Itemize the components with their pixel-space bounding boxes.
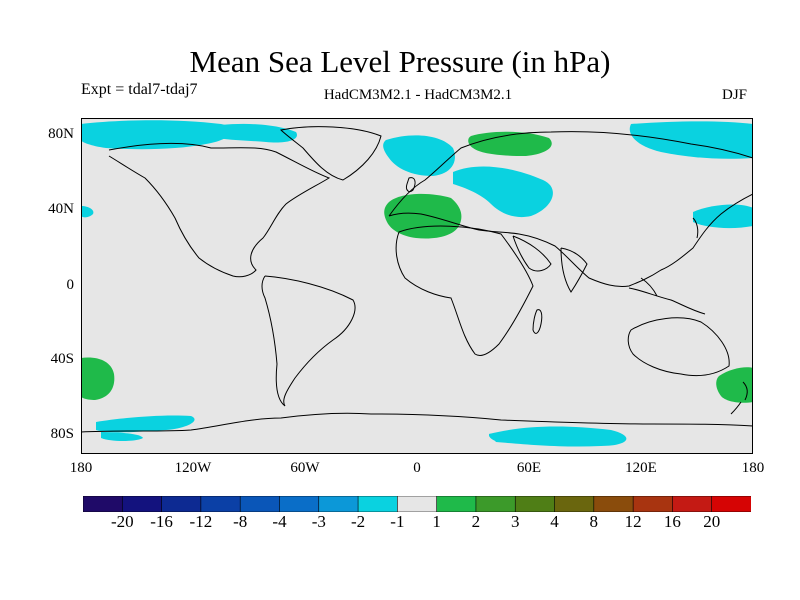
experiment-label: Expt = tdal7-tdaj7 [81, 81, 198, 98]
pressure-anomaly-map [81, 118, 753, 454]
lat-label-0: 0 [66, 277, 75, 293]
colorbar-swatch [161, 496, 202, 512]
coast-africa [395, 225, 534, 357]
colorbar-swatch [121, 496, 163, 512]
coast-eurasia [388, 131, 753, 287]
colorbar-swatch [436, 496, 477, 512]
coast-antarctica [81, 412, 753, 433]
southern-ocean-low [489, 433, 507, 442]
colorbar-swatch [357, 496, 398, 512]
colorbar-swatch [554, 496, 595, 512]
southern-ocean-low [101, 432, 143, 441]
coast-new-zealand [730, 381, 748, 415]
coast-south-america [261, 275, 356, 407]
chart-title: Mean Sea Level Pressure (in hPa) [189, 44, 611, 79]
coast-north-america [108, 143, 331, 278]
lon-label-60e: 60E [516, 460, 542, 476]
lon-label-180e: 180 [741, 460, 765, 476]
colorbar-label: 12 [624, 512, 642, 531]
south-pacific-high [81, 357, 115, 400]
colorbar-swatch [279, 496, 320, 512]
colorbar-label: -20 [110, 512, 134, 531]
colorbar-swatch [239, 496, 281, 512]
colorbar [83, 496, 751, 512]
colorbar-swatch [397, 496, 438, 512]
coast-greenland [279, 126, 382, 181]
atlantic-edge-low [81, 206, 94, 218]
coast-southeast-asia-islands [628, 277, 706, 315]
colorbar-label: -8 [233, 512, 248, 531]
lon-label-180w: 180 [69, 460, 93, 476]
lat-label-40n: 40N [48, 201, 74, 217]
southern-ocean-low [489, 426, 627, 447]
southern-ocean-low [96, 415, 195, 433]
colorbar-label: -1 [390, 512, 405, 531]
colorbar-swatch [593, 496, 634, 512]
north-pacific-low [693, 204, 753, 229]
colorbar-label: -12 [189, 512, 213, 531]
colorbar-label: -2 [351, 512, 366, 531]
coastlines [81, 126, 753, 433]
colorbar-swatch [632, 496, 674, 512]
coast-japan [692, 217, 699, 239]
map-frame [81, 118, 753, 454]
greenland-low [199, 123, 297, 143]
lon-label-120e: 120E [625, 460, 657, 476]
colorbar-label: -4 [272, 512, 287, 531]
eurasia-low [453, 166, 553, 218]
lat-label-80n: 80N [48, 126, 74, 142]
coast-madagascar [532, 309, 543, 334]
colorbar-label: 3 [510, 512, 520, 531]
colorbar-swatch [711, 496, 751, 512]
tasman-high [716, 367, 753, 403]
season-label: DJF [722, 87, 748, 103]
lat-label-40s: 40S [50, 351, 74, 367]
colorbar-label: 16 [663, 512, 681, 531]
colorbar-swatch [83, 496, 123, 512]
arctic-pacific-low-west [81, 120, 232, 150]
coast-india [560, 247, 588, 293]
colorbar-label: 20 [703, 512, 721, 531]
colorbar-swatch [475, 496, 516, 512]
colorbar-label: -3 [311, 512, 326, 531]
lon-label-60w: 60W [290, 460, 320, 476]
colorbar-label: 2 [471, 512, 481, 531]
siberia-high [468, 131, 552, 156]
colorbar-swatch [318, 496, 359, 512]
lon-label-0: 0 [413, 460, 421, 476]
colorbar-label: 1 [432, 512, 441, 531]
colorbar-swatch [672, 496, 713, 512]
lon-label-120w: 120W [174, 460, 212, 476]
colorbar-label: 4 [550, 512, 559, 531]
coast-australia [627, 317, 730, 377]
lat-label-80s: 80S [50, 426, 74, 442]
colorbar-label: 8 [589, 512, 599, 531]
coast-uk [406, 177, 416, 193]
colorbar-label: -16 [150, 512, 173, 531]
model-label: HadCM3M2.1 - HadCM3M2.1 [323, 87, 513, 103]
colorbar-swatch [200, 496, 241, 512]
colorbar-swatch [514, 496, 556, 512]
coast-arabia [512, 235, 552, 272]
north-atlantic-low [383, 135, 455, 176]
mediterranean-high [384, 193, 462, 239]
